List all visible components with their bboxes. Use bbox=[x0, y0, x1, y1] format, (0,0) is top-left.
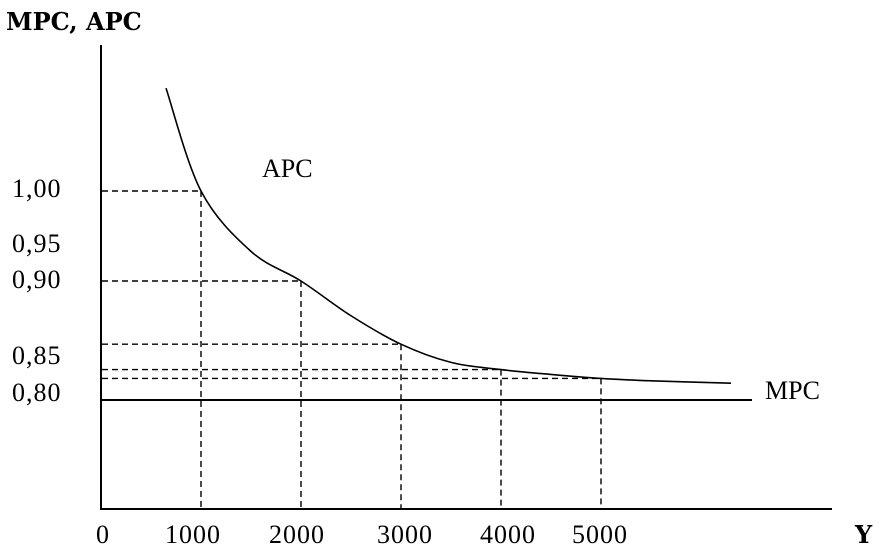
y-axis-title: MPC, APC bbox=[6, 7, 142, 36]
x-tick-labels: 0 1000 2000 3000 4000 5000 bbox=[96, 520, 628, 549]
x-tick-label-1000: 1000 bbox=[165, 520, 221, 549]
x-tick-label-3000: 3000 bbox=[377, 520, 433, 549]
x-tick-label-2000: 2000 bbox=[269, 520, 325, 549]
y-tick-label-0,90: 0,90 bbox=[12, 265, 62, 294]
mpc-series-label: MPC bbox=[765, 376, 820, 405]
guide-lines bbox=[102, 190, 602, 509]
x-tick-label-5000: 5000 bbox=[572, 520, 628, 549]
y-tick-label-1,00: 1,00 bbox=[12, 174, 62, 203]
x-axis-title: Y bbox=[854, 520, 873, 549]
x-tick-label-4000: 4000 bbox=[480, 520, 536, 549]
y-tick-label-0,95: 0,95 bbox=[12, 229, 62, 258]
apc-series-label: APC bbox=[262, 154, 313, 183]
y-tick-labels: 1,00 0,95 0,90 0,85 0,80 bbox=[12, 174, 62, 407]
apc-curve bbox=[165, 87, 732, 384]
x-tick-label-0: 0 bbox=[96, 520, 110, 549]
series-group bbox=[101, 87, 752, 401]
y-tick-label-0,85: 0,85 bbox=[12, 341, 62, 370]
y-tick-label-0,80: 0,80 bbox=[12, 378, 62, 407]
